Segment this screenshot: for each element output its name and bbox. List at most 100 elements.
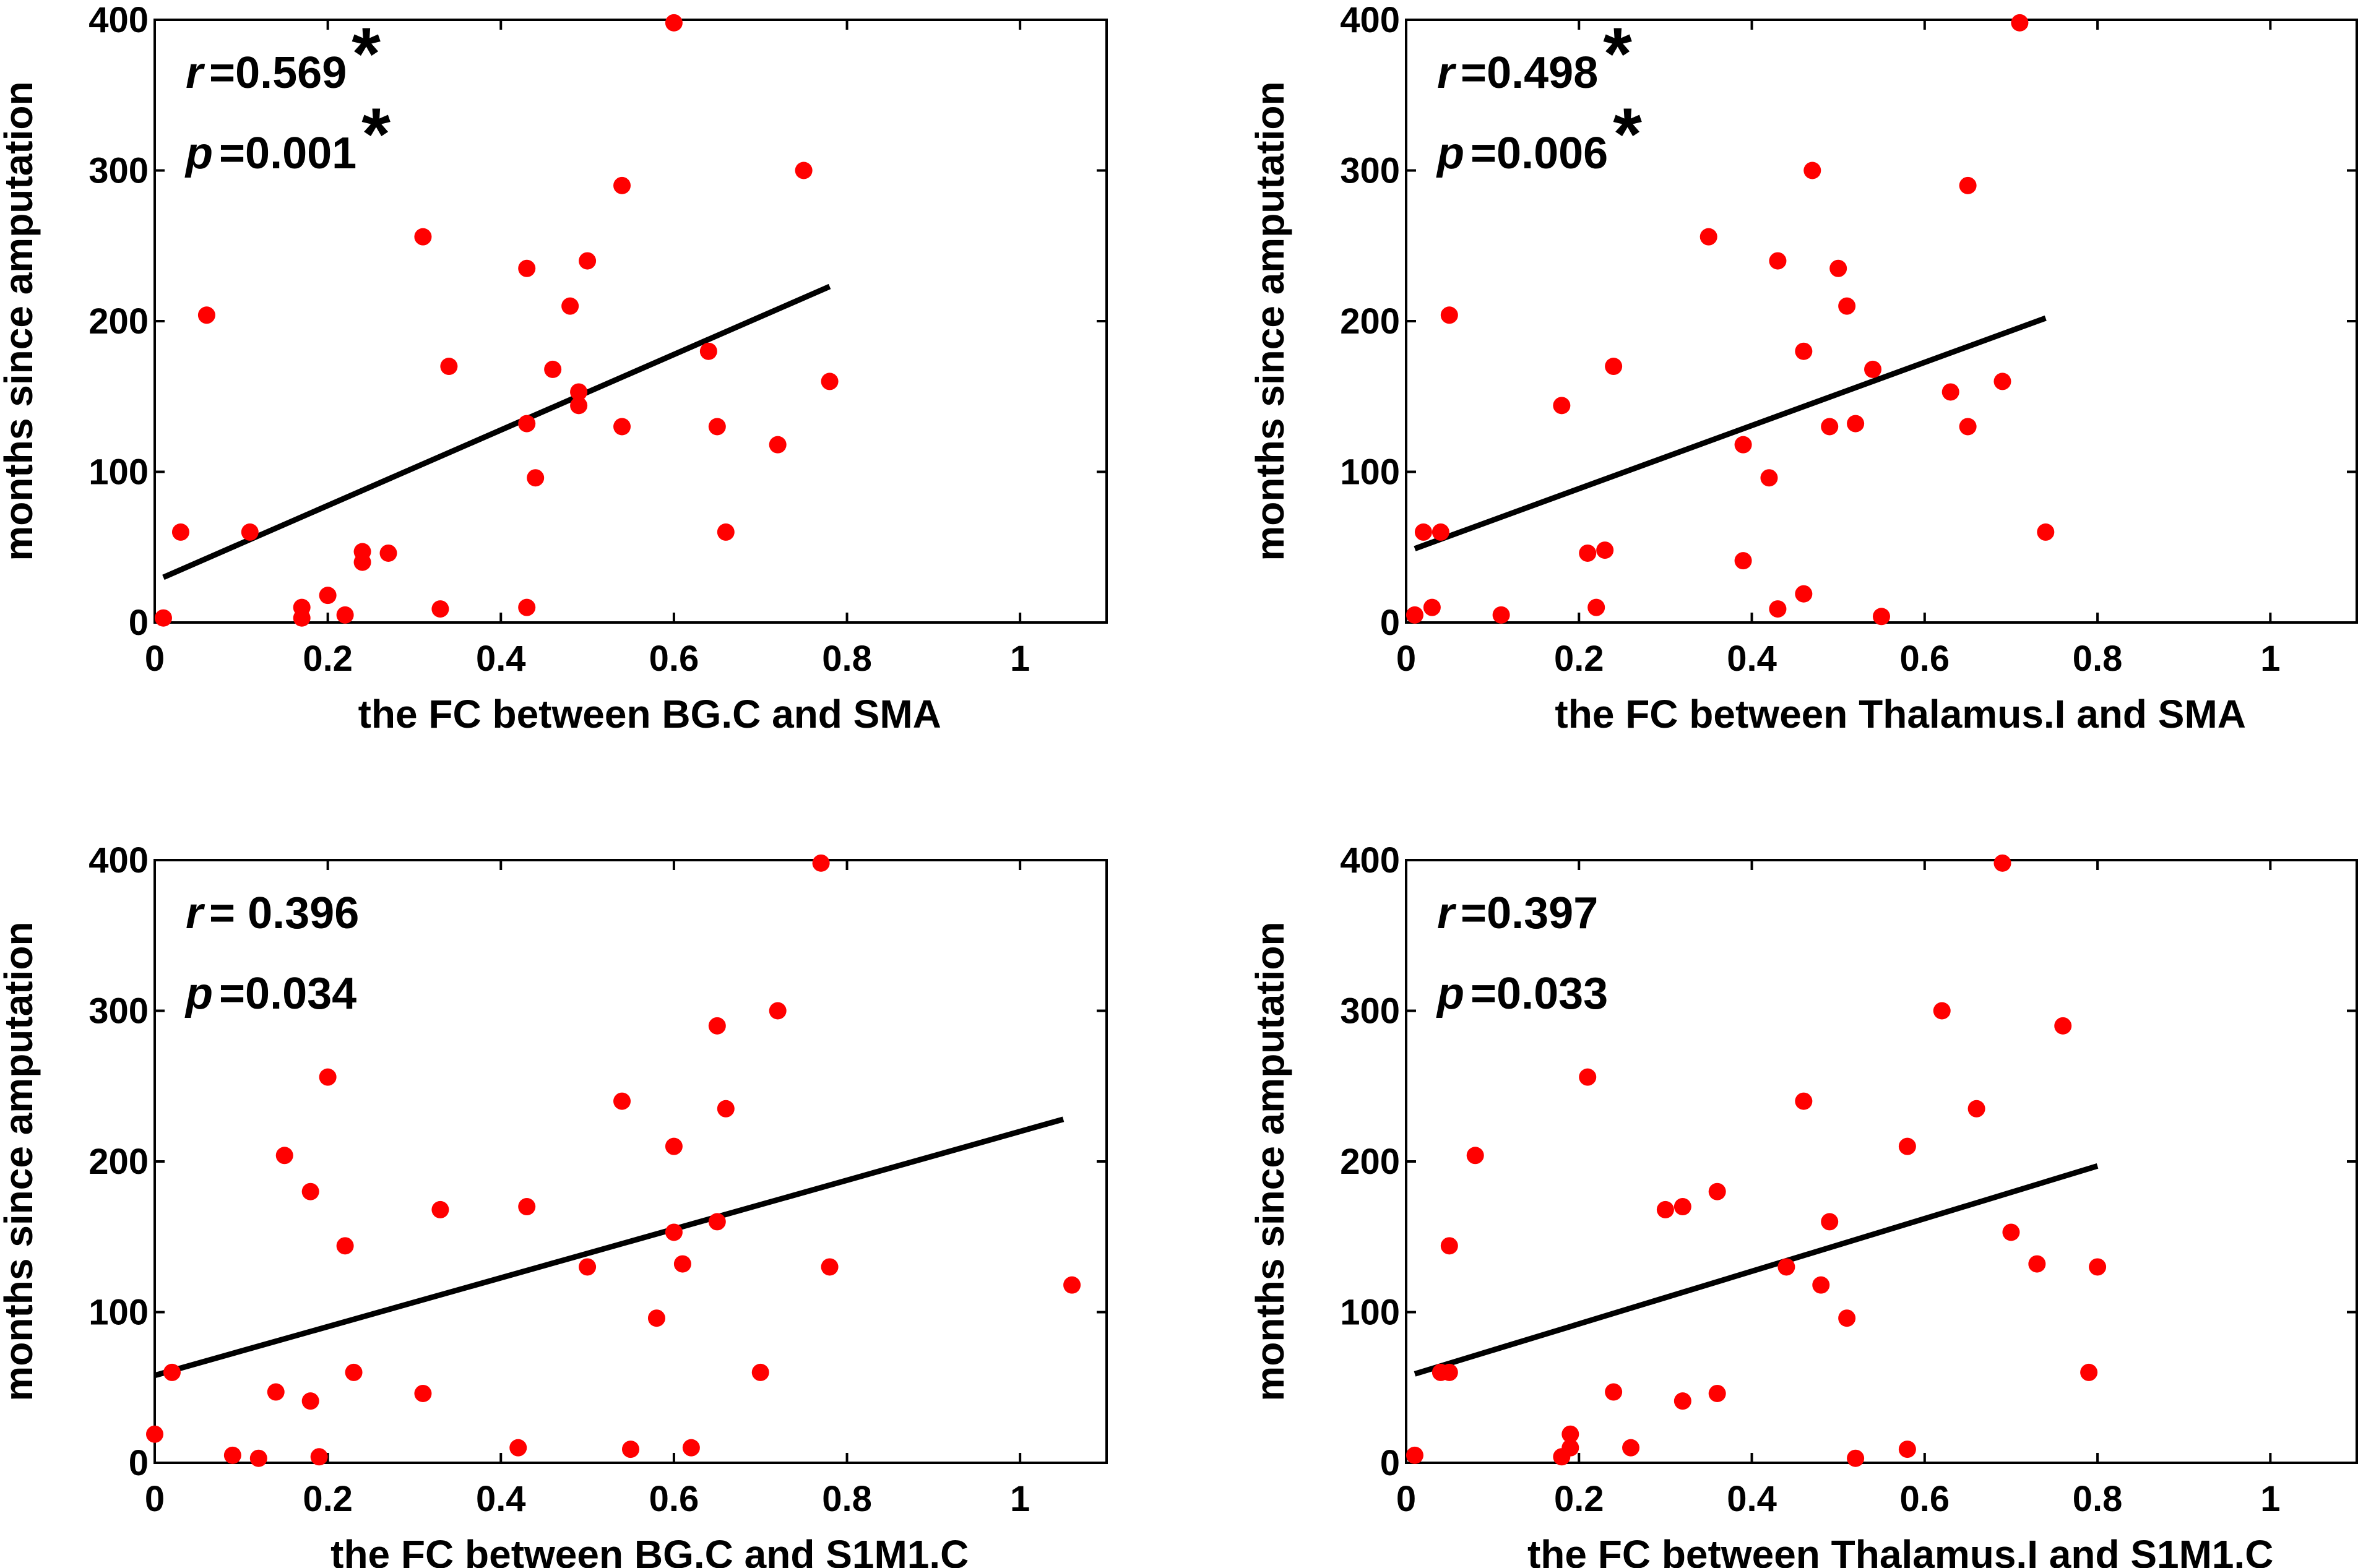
data-point [154, 609, 172, 627]
data-point [1466, 1147, 1484, 1165]
y-axis-title: months since amputation [1248, 81, 1292, 561]
x-axis-title: the FC between Thalamus.I and S1M1.C [1527, 1532, 2274, 1568]
data-point [353, 543, 371, 561]
regression-line [153, 1116, 1065, 1379]
y-tick-label: 0 [1380, 603, 1400, 643]
data-point [267, 1383, 285, 1401]
data-point [319, 1068, 337, 1086]
data-point [301, 1182, 319, 1200]
data-point [544, 360, 562, 378]
data-point [1553, 397, 1571, 415]
data-point [821, 373, 839, 390]
x-tick-label: 1 [1010, 639, 1030, 679]
data-point [518, 259, 536, 277]
data-point [379, 544, 397, 562]
p-value-variable: p [1436, 969, 1464, 1019]
y-axis-title: months since amputation [0, 921, 41, 1401]
data-point [665, 1223, 683, 1241]
panel-bottom-right: 0 0.2 0.4 0.6 0.8 1 0 100 200 300 400 the FC betwee… [1248, 840, 2358, 1568]
data-point [171, 523, 189, 541]
x-tick-label: 0.2 [1554, 1479, 1604, 1519]
data-point [1561, 1425, 1579, 1443]
data-point [275, 1147, 293, 1165]
panel-top-right: 0 0.2 0.4 0.6 0.8 1 0 100 200 300 400 the FC betwee… [1248, 0, 2358, 736]
data-point [812, 854, 830, 872]
data-point [146, 1425, 163, 1443]
p-value-value: =0.001 [219, 129, 356, 178]
x-tick-label: 0.2 [303, 1479, 353, 1519]
data-point [163, 1363, 181, 1381]
data-point [2054, 1017, 2072, 1035]
data-point [1769, 252, 1787, 270]
data-point [2011, 14, 2029, 32]
correlation-r-value: =0.498 [1461, 48, 1598, 98]
data-point [1708, 1384, 1726, 1402]
regression-line [1414, 315, 2047, 551]
data-point [717, 1100, 735, 1118]
data-point [769, 436, 787, 454]
data-point [1777, 1258, 1795, 1276]
data-point [336, 1237, 354, 1255]
correlation-r: r =0.569* [186, 12, 381, 98]
x-tick-label: 0 [1396, 1479, 1416, 1519]
data-point [1795, 585, 1813, 603]
panel-top-left: 0 0.2 0.4 0.6 0.8 1 0 100 200 300 400 the FC betwee… [0, 0, 1108, 736]
data-point [647, 1309, 665, 1327]
data-point [699, 342, 717, 360]
data-point [579, 252, 597, 270]
p-value: p =0.006* [1436, 93, 1642, 178]
data-point [223, 1446, 241, 1464]
data-point [518, 598, 536, 616]
data-point [622, 1441, 639, 1458]
data-point [1423, 598, 1441, 616]
data-point [682, 1439, 700, 1457]
data-point [1838, 297, 1856, 315]
data-point [1898, 1441, 1916, 1458]
x-tick-label: 1 [2260, 639, 2280, 679]
x-tick-label: 0.8 [822, 1479, 872, 1519]
data-point [673, 1255, 691, 1273]
data-point [2028, 1255, 2046, 1273]
data-point [1933, 1002, 1951, 1020]
data-point [1440, 1363, 1458, 1381]
y-tick-label: 100 [1340, 1293, 1400, 1333]
data-point [1699, 228, 1717, 246]
data-point [1656, 1200, 1674, 1218]
data-point [414, 228, 432, 246]
data-point [708, 1017, 726, 1035]
significance-star: * [352, 12, 381, 95]
data-point [1847, 1449, 1865, 1467]
y-tick-label: 200 [89, 301, 149, 342]
x-tick-label: 0.4 [1727, 639, 1777, 679]
y-tick-label: 200 [1340, 301, 1400, 342]
data-point [1708, 1182, 1726, 1200]
data-point [1847, 415, 1865, 433]
data-point [440, 358, 458, 376]
x-tick-label: 0.4 [1727, 1479, 1777, 1519]
x-tick-label: 0.8 [2073, 639, 2123, 679]
data-point [1596, 541, 1614, 559]
significance-star: * [1613, 93, 1642, 176]
correlation-r: r = 0.396 [186, 889, 359, 938]
x-tick-label: 0.2 [1554, 639, 1604, 679]
panel-bottom-left: 0 0.2 0.4 0.6 0.8 1 0 100 200 300 400 the FC betwee… [0, 840, 1108, 1568]
data-point [1579, 1068, 1597, 1086]
data-point [1959, 176, 1977, 194]
y-tick-label: 100 [1340, 452, 1400, 493]
significance-star: * [1603, 12, 1632, 95]
significance-star: * [361, 93, 391, 176]
data-point [319, 587, 337, 605]
correlation-r: r =0.397 [1437, 889, 1598, 938]
data-point [2037, 523, 2055, 541]
data-point [527, 469, 545, 487]
data-point [1795, 1092, 1813, 1110]
data-point [2089, 1258, 2107, 1276]
y-axis-title: months since amputation [1248, 921, 1292, 1401]
regression-line [1414, 1163, 2099, 1377]
x-tick-label: 0.2 [303, 639, 353, 679]
y-tick-label: 0 [129, 1443, 149, 1483]
data-point [769, 1002, 787, 1020]
y-tick-label: 0 [129, 603, 149, 643]
data-point [518, 1198, 536, 1216]
